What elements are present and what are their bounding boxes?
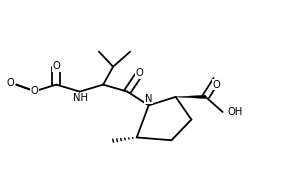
Text: O: O <box>31 86 39 96</box>
Text: OH: OH <box>228 107 243 117</box>
Text: O: O <box>136 69 143 78</box>
Text: NH: NH <box>73 93 88 104</box>
Text: O: O <box>212 80 220 90</box>
Text: O: O <box>52 61 60 71</box>
Polygon shape <box>176 95 206 99</box>
Text: N: N <box>145 94 152 104</box>
Text: O: O <box>6 78 14 88</box>
